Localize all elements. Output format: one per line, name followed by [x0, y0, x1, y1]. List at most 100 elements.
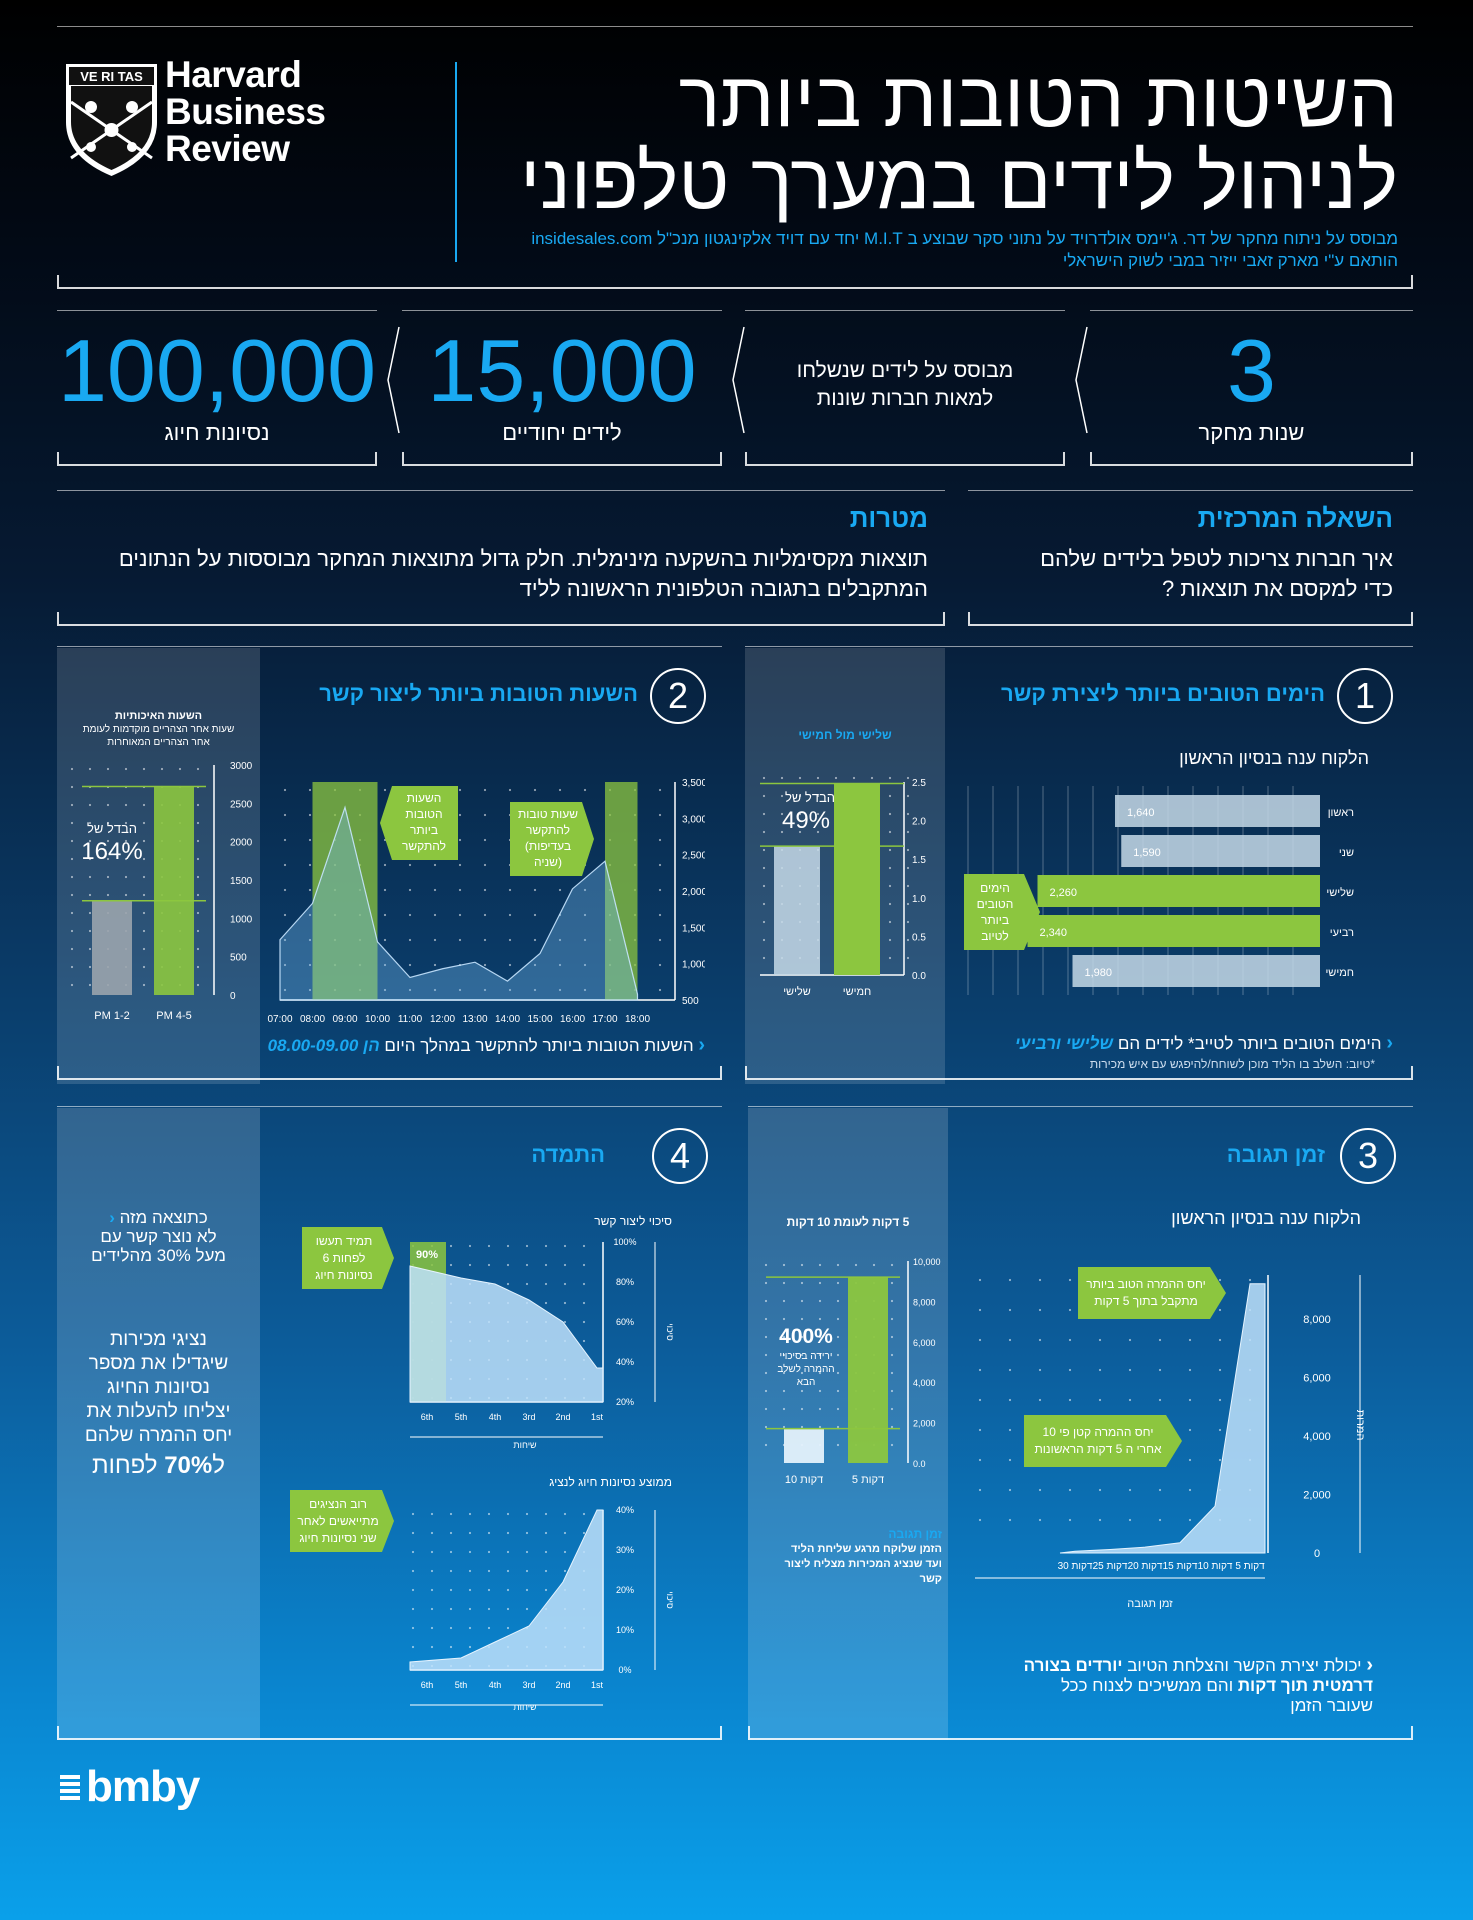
chart2-xlabel: שיחות: [513, 1702, 537, 1712]
side4-t3-suffix: לפחות: [92, 1452, 158, 1479]
x-tick-3: 10:00: [365, 1014, 390, 1025]
grid-dot: [1008, 1338, 1012, 1342]
grid-dot: [1068, 1308, 1072, 1312]
grid-dot: [836, 1407, 840, 1411]
grid-dot: [88, 857, 92, 861]
x-tick-0: 07:00: [267, 1014, 292, 1025]
stat-based-line1: מבוסס על לידים שנשלחו: [796, 359, 1014, 382]
goals-line2: המתקבלים בתגובה הטלפונית הראשונה לליד: [519, 576, 928, 601]
grid-dot: [283, 788, 287, 792]
y-tick: 0.5: [912, 932, 926, 943]
shield-text: VE RI TAS: [80, 69, 143, 84]
grid-dot: [816, 812, 820, 816]
grid-dot: [88, 767, 92, 771]
grid-dot: [1008, 1278, 1012, 1282]
grid-dot: [563, 1282, 567, 1286]
x-tick-0: 1st: [591, 1412, 604, 1422]
hours-callout-left-line3: ביותר: [410, 823, 438, 837]
grid-dot: [906, 812, 910, 816]
grid-dot: [852, 776, 856, 780]
grid-dot: [888, 884, 892, 888]
grid-dot: [411, 1512, 415, 1516]
grid-dot: [563, 1531, 567, 1535]
grid-dot: [1068, 1338, 1072, 1342]
grid-dot: [658, 988, 662, 992]
grid-dot: [70, 911, 74, 915]
grid-dot: [762, 830, 766, 834]
bar-value-2: 2,260: [1050, 887, 1078, 899]
grid-dot: [1188, 1428, 1192, 1432]
y-tick: 500: [682, 996, 699, 1007]
x-tick-6: 13:00: [462, 1014, 487, 1025]
grid-dot: [88, 983, 92, 987]
y-tick: 2,500: [682, 851, 705, 862]
highlight-band-1: [312, 782, 378, 1000]
grid-dot: [798, 794, 802, 798]
grid-dot: [383, 963, 387, 967]
hours-callout-right: שעות טובות להתקשר (בעדיפות שניה): [510, 802, 594, 876]
side3-note-title: זמן תגובה: [888, 1527, 942, 1541]
x-tick-1: 10 דקות: [1198, 1561, 1233, 1572]
grid-dot: [88, 821, 92, 825]
side1-diff-label: הבדל של: [785, 790, 835, 805]
section3-footer-1a: יכולת יצירת הקשר והצלחת הטיוב: [1127, 1656, 1362, 1675]
grid-dot: [818, 1299, 822, 1303]
chart1-title: סיכוי ליצור קשר: [594, 1214, 672, 1228]
grid-dot: [196, 839, 200, 843]
bar-value-4: 1,980: [1085, 967, 1113, 979]
grid-dot: [762, 812, 766, 816]
side2-sub1: שעות אחר הצהריים מוקדמות לעומת: [82, 724, 235, 735]
grid-dot: [1098, 1368, 1102, 1372]
grid-dot: [762, 866, 766, 870]
grid-dot: [836, 1425, 840, 1429]
grid-dot: [508, 788, 512, 792]
grid-dot: [658, 963, 662, 967]
y-tick: 1500: [230, 876, 253, 887]
grid-dot: [978, 1338, 982, 1342]
grid-dot: [978, 1428, 982, 1432]
x-tick-1: 2nd: [555, 1680, 570, 1690]
side4-t2-5: יחס ההמרה שלהם: [84, 1425, 233, 1446]
grid-dot: [978, 1518, 982, 1522]
p-callout1-line2: לפחות 6: [323, 1251, 366, 1265]
subtitle-line1: מבוסס על ניתוח מחקר של דר. ג'יימס אולדרו…: [531, 229, 1398, 248]
five-vs-ten-bar-chart: 0.0 2,000 4,000 6,000 8,000 10,000 10 דקות 5 ד…: [764, 1257, 941, 1486]
side4-t1-1: כתוצאה מזה: [119, 1208, 208, 1227]
bar-0: [774, 846, 820, 975]
grid-dot: [88, 893, 92, 897]
grid-dot: [483, 913, 487, 917]
grid-dot: [508, 988, 512, 992]
grid-dot: [483, 813, 487, 817]
grid-dot: [430, 1550, 434, 1554]
grid-dot: [70, 983, 74, 987]
grid-dot: [196, 911, 200, 915]
grid-dot: [468, 1588, 472, 1592]
grid-dot: [525, 1550, 529, 1554]
grid-dot: [468, 1569, 472, 1573]
grid-dot: [782, 1425, 786, 1429]
grid-dot: [468, 1244, 472, 1248]
x-tick-2: 09:00: [332, 1014, 357, 1025]
grid-dot: [468, 1626, 472, 1630]
grid-dot: [487, 1626, 491, 1630]
grid-dot: [525, 1512, 529, 1516]
goals-block: מטרות תוצאות מקסימליות בהשקעה מינימלית. …: [68, 503, 928, 604]
grid-dot: [430, 1531, 434, 1535]
grid-dot: [558, 788, 562, 792]
grid-dot: [1038, 1278, 1042, 1282]
grid-dot: [888, 812, 892, 816]
top-rule: [57, 26, 1413, 27]
grid-dot: [870, 776, 874, 780]
grid-dot: [558, 938, 562, 942]
grid-dot: [483, 788, 487, 792]
grid-dot: [308, 788, 312, 792]
grid-dot: [408, 938, 412, 942]
section1-footer: ‹ הימים הטובים ביותר לטייב* לידים הם שלי…: [793, 1032, 1393, 1055]
grid-dot: [978, 1278, 982, 1282]
grid-dot: [1158, 1338, 1162, 1342]
grid-dot: [854, 1263, 858, 1267]
grid-dot: [458, 938, 462, 942]
grid-dot: [196, 875, 200, 879]
section3-side-note: זמן תגובה הזמן שלוקח מרגע שליחת הליד ועד…: [752, 1527, 942, 1587]
section2-footer-highlight: הן 08.00-09.00: [267, 1036, 380, 1055]
